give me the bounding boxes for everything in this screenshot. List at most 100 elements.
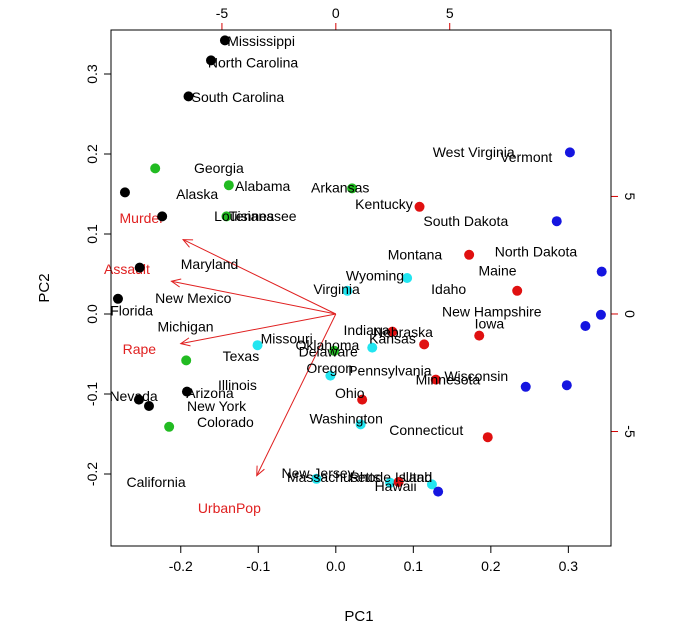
data-point [367,342,378,353]
x-tick-label: 0.3 [559,558,579,574]
point-labels: Mississippi North Carolina South Carolina G… [109,33,577,494]
point-label: Utah [402,469,432,485]
data-point [223,180,234,191]
point-label: South Carolina [192,89,285,105]
point-label: Hawaii [375,478,417,494]
x-tick-label: -0.1 [246,558,270,574]
data-point [385,477,396,488]
point-label: Tennessee [229,208,297,224]
data-point [119,187,130,198]
point-label: Kansas [369,331,416,347]
data-point [150,163,161,174]
point-label: Nebraska [373,324,433,340]
point-label: Iowa [475,315,505,331]
data-point [433,486,444,497]
plot-frame [110,29,612,547]
point-label: Michigan [158,319,214,335]
x-axis-label: PC1 [344,608,373,625]
point-label: Illinois [218,377,257,393]
point-label: Vermont [500,149,552,165]
point-label: Rhode Island [350,469,433,485]
data-point [252,340,263,351]
loading-arrow-label: Murder [120,210,165,226]
point-label: Oregon [306,360,353,376]
point-label: Maine [478,263,516,279]
point-label: Ohio [335,385,365,401]
y-tick-label: -0.1 [84,382,100,406]
top-tick-label: 5 [446,5,454,21]
data-point [474,330,485,341]
point-label: Missouri [261,331,313,347]
y-tick-label: 0.3 [84,64,100,84]
data-point [564,147,575,158]
data-point [157,211,168,222]
data-point [580,321,591,331]
data-points [112,35,607,497]
data-point [464,249,475,260]
data-point [342,285,353,296]
loading-arrow-head [181,239,194,248]
point-label: Alabama [235,178,290,194]
point-label: Montana [388,247,443,263]
loading-arrow-line [171,280,336,315]
data-point [329,345,340,356]
y-tick-label: 0.2 [84,144,100,164]
point-label: Connecticut [389,422,463,438]
point-label: California [127,474,186,490]
data-point [355,419,366,430]
data-point [561,380,572,391]
point-label: Idaho [431,281,466,297]
point-label: Nevada [109,388,157,404]
point-label: Arizona [186,385,234,401]
point-label: New Jersey [282,465,355,481]
point-label: Kentucky [355,196,413,212]
data-point [206,55,216,66]
data-point [387,326,398,337]
point-label: Wyoming [346,267,404,283]
point-label: Georgia [194,160,244,176]
data-point [164,421,175,432]
data-point [183,91,194,102]
point-label: Virginia [313,281,360,297]
x-tick-label: 0.2 [481,558,501,574]
data-point [482,432,493,443]
point-label: Minnesota [416,371,481,387]
loading-arrow-label: UrbanPop [198,500,261,516]
x-tick-label: -0.2 [169,558,193,574]
x-tick-label: 0.0 [326,558,346,574]
loading-arrow-head [256,465,265,477]
point-label: Alaska [176,186,218,202]
data-point [419,339,430,350]
point-label: Maryland [181,256,239,272]
data-point [347,183,358,194]
point-label: Delaware [299,343,358,359]
data-point [393,477,404,487]
point-label: Texas [223,348,260,364]
data-point [143,401,154,411]
loading-arrow-line [182,239,337,315]
data-point [181,355,192,366]
point-label: Indiana [344,322,390,338]
point-label: North Carolina [208,55,298,71]
point-label: North Dakota [495,243,578,259]
point-label: Pennsylvania [348,363,431,379]
loading-arrow-head [170,278,182,288]
loading-arrow-line [256,313,337,476]
data-point [596,266,607,277]
data-point [219,35,230,46]
data-point [402,273,413,283]
data-point [430,374,441,385]
point-label: South Dakota [423,213,508,229]
point-label: Arkansas [311,179,369,195]
point-label: Colorado [197,414,254,430]
point-label: New York [187,398,247,414]
data-point [414,201,425,212]
y-tick-label: 0.0 [84,304,100,324]
right-tick-label: 0 [622,310,638,318]
point-label: West Virginia [433,144,515,160]
y-tick-label: 0.1 [84,224,100,244]
loading-arrow-label: Rape [123,341,157,357]
